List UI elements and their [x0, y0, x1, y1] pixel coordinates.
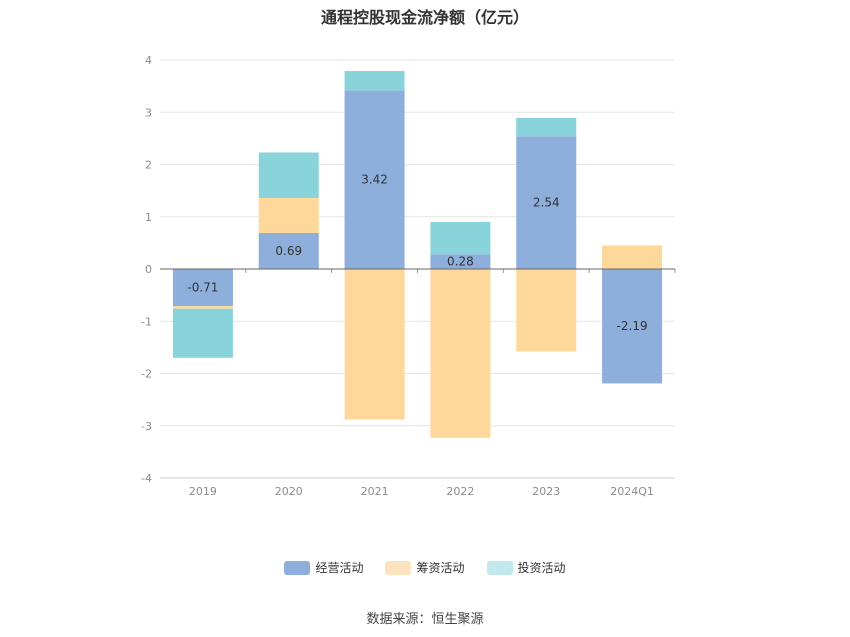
bar-value-label: -0.71	[187, 281, 218, 295]
bar-value-label: 2.54	[533, 196, 560, 210]
bar-value-label: 3.42	[361, 173, 388, 187]
bar-value-label: -2.19	[617, 319, 648, 333]
x-tick-label: 2024Q1	[610, 485, 654, 498]
bar-value-label: 0.69	[275, 244, 302, 258]
bar-investing	[430, 221, 491, 255]
bar-investing	[516, 117, 577, 137]
bar-investing	[258, 152, 319, 198]
axes: 4 3 2 1 0 -1 -2 -3 -4 2019 2020 2021 2022 2023 2024Q1	[141, 54, 676, 498]
legend-label-investing: 投资活动	[517, 561, 566, 575]
x-tick-label: 2019	[189, 485, 217, 498]
chart-title: 通程控股现金流净额（亿元）	[320, 8, 529, 27]
bar-operating	[602, 269, 663, 384]
legend-item-financing[interactable]: 筹资活动	[385, 559, 465, 576]
y-tick-label: -2	[141, 368, 152, 381]
y-tick-label: 1	[145, 211, 152, 224]
x-tick-label: 2020	[275, 485, 303, 498]
legend-swatch-investing	[486, 560, 513, 575]
bar-value-label: 0.28	[447, 255, 474, 269]
bar-investing	[344, 70, 405, 91]
y-tick-label: 4	[145, 54, 152, 67]
bar-operating	[258, 232, 319, 269]
y-tick-label: 2	[145, 159, 152, 172]
y-tick-label: 0	[145, 263, 152, 276]
legend-item-investing[interactable]: 投资活动	[486, 559, 566, 576]
bar-operating	[172, 269, 233, 307]
bars	[172, 70, 663, 438]
x-tick-label: 2022	[446, 485, 474, 498]
bar-financing	[516, 269, 577, 352]
y-tick-label: 3	[145, 106, 152, 119]
bar-operating	[344, 90, 405, 270]
legend-swatch-operating	[284, 560, 311, 575]
y-tick-label: -4	[141, 472, 152, 485]
legend-item-operating[interactable]: 经营活动	[284, 559, 363, 576]
legend-label-financing: 筹资活动	[416, 561, 465, 575]
bar-financing	[344, 269, 405, 420]
legend-label-operating: 经营活动	[315, 561, 364, 575]
bar-financing	[258, 197, 319, 233]
data-labels: -0.71 0.69 3.42 0.28 2.54 -2.19	[187, 173, 647, 334]
bar-operating	[430, 254, 491, 269]
source-note: 数据来源：恒生聚源	[366, 612, 484, 627]
bar-operating	[516, 136, 577, 269]
bar-financing	[602, 245, 663, 269]
y-tick-label: -1	[141, 315, 152, 328]
bar-investing	[172, 308, 233, 358]
legend: 经营活动 筹资活动 投资活动	[0, 559, 850, 576]
y-tick-label: -3	[141, 420, 152, 433]
x-tick-label: 2023	[532, 485, 560, 498]
x-tick-label: 2021	[361, 485, 389, 498]
bar-financing	[430, 269, 491, 438]
legend-swatch-financing	[385, 560, 412, 575]
bar-financing	[172, 306, 233, 309]
